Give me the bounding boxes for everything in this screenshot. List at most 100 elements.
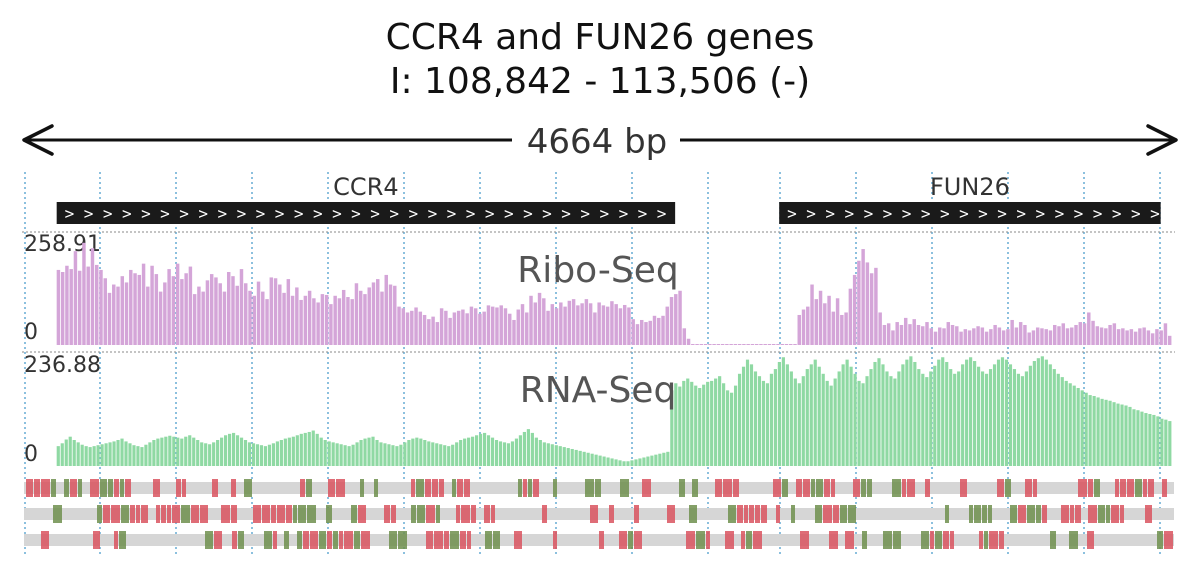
bar <box>319 437 323 466</box>
bar <box>516 309 520 345</box>
frame-mark <box>773 479 781 497</box>
bar <box>448 317 452 345</box>
bar <box>239 437 244 466</box>
bar <box>86 266 90 345</box>
frame-mark <box>354 531 360 549</box>
frame-mark <box>326 505 332 523</box>
frame-mark <box>172 505 180 523</box>
strand-arrow-icon: > <box>141 204 151 223</box>
bar <box>848 288 853 345</box>
bar <box>214 277 218 345</box>
frame-mark <box>749 505 754 523</box>
ribo-seq-bars <box>56 242 1172 345</box>
frame-mark <box>831 479 835 497</box>
strand-arrow-icon: > <box>351 204 361 223</box>
bar <box>837 371 841 466</box>
bar <box>563 306 567 345</box>
bar <box>459 440 463 466</box>
frame-mark <box>824 479 830 497</box>
bar <box>969 357 973 466</box>
strand-arrow-icon: > <box>902 204 912 223</box>
frame-mark <box>1148 479 1154 497</box>
frame-mark <box>51 479 56 497</box>
bar <box>773 369 777 466</box>
bar <box>874 267 878 345</box>
bar <box>108 442 112 466</box>
bar <box>1040 356 1044 466</box>
frame-mark <box>231 505 237 523</box>
frame-mark <box>271 505 276 523</box>
bar <box>327 441 331 466</box>
bar <box>537 292 542 345</box>
frame-mark <box>528 479 532 497</box>
bar <box>976 326 980 345</box>
bar <box>1040 328 1044 345</box>
frame-mark <box>619 531 627 549</box>
frame-mark <box>823 505 832 523</box>
bar <box>343 445 347 466</box>
bar <box>295 435 299 466</box>
bar <box>163 282 167 345</box>
frame-mark <box>892 479 901 497</box>
bar <box>1091 320 1095 345</box>
frame-mark <box>845 531 854 549</box>
bar <box>559 302 563 345</box>
bar <box>1121 328 1125 345</box>
bar <box>614 459 618 466</box>
bar <box>337 298 342 345</box>
bar <box>718 376 722 466</box>
bar <box>669 297 674 345</box>
bar <box>133 273 137 345</box>
frame-mark <box>231 479 236 497</box>
bar <box>1104 399 1108 466</box>
bar <box>594 454 598 466</box>
bar <box>642 457 646 466</box>
bar <box>341 289 346 345</box>
frame-mark <box>221 505 230 523</box>
bar <box>200 442 204 466</box>
bar <box>1061 323 1065 345</box>
frame-mark <box>811 479 815 497</box>
bar <box>201 291 205 345</box>
bar <box>1004 359 1009 466</box>
bar <box>73 251 78 345</box>
bar <box>376 279 380 345</box>
frame-mark <box>988 505 992 523</box>
bar <box>691 344 695 345</box>
bar <box>290 295 295 345</box>
bar <box>1087 312 1091 345</box>
frame-mark <box>493 531 500 549</box>
frame-mark <box>803 479 810 497</box>
bar <box>635 324 640 345</box>
frame-mark <box>284 531 289 549</box>
bar <box>1112 402 1116 466</box>
bar <box>897 371 901 466</box>
bar <box>857 380 861 466</box>
bar <box>840 314 844 345</box>
bar <box>447 446 451 466</box>
bar <box>475 435 479 466</box>
bar <box>388 284 393 345</box>
bar <box>980 371 985 466</box>
frame-mark <box>1025 479 1032 497</box>
frame-mark <box>761 505 767 523</box>
frame-mark <box>461 505 470 523</box>
chart-title: CCR4 and FUN26 genes I: 108,842 - 113,50… <box>0 16 1200 104</box>
bar <box>881 364 885 466</box>
bar <box>140 447 144 466</box>
bar <box>112 284 116 345</box>
strand-arrow-icon: > <box>959 204 969 223</box>
frame-mark <box>351 505 357 523</box>
bar <box>439 308 444 345</box>
bar <box>456 310 461 345</box>
frame-mark <box>776 505 780 523</box>
bar <box>164 436 168 466</box>
ruler-arrow-right-icon <box>1146 124 1178 156</box>
bar <box>576 305 580 345</box>
bar <box>899 324 904 345</box>
bar <box>146 286 150 345</box>
bar <box>1152 414 1156 466</box>
bar <box>431 316 435 345</box>
bar <box>674 294 678 345</box>
frame-mark <box>1106 505 1110 523</box>
